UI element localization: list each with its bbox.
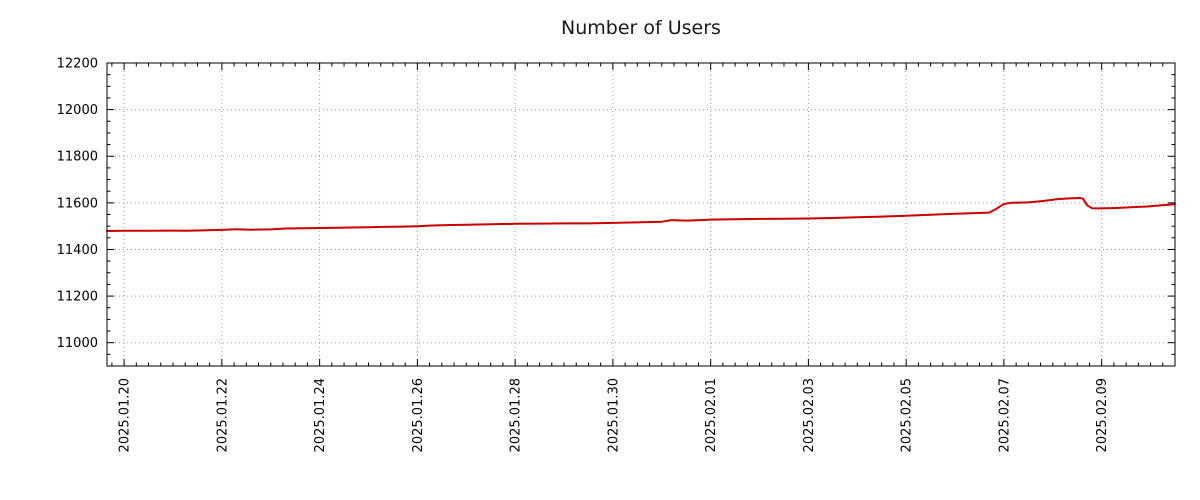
x-tick-label: 2025.01.28 bbox=[509, 378, 524, 452]
x-tick-label: 2025.02.05 bbox=[900, 378, 915, 452]
x-tick-label: 2025.01.30 bbox=[606, 378, 621, 452]
x-tick-label: 2025.01.22 bbox=[215, 378, 230, 452]
x-tick-label: 2025.02.03 bbox=[802, 378, 817, 452]
series-line bbox=[106, 197, 1176, 232]
x-tick-label: 2025.02.01 bbox=[704, 378, 719, 452]
plot-border bbox=[106, 62, 1176, 367]
x-tick-label: 2025.01.20 bbox=[118, 378, 133, 452]
x-tick-label: 2025.02.07 bbox=[997, 378, 1012, 452]
chart-title: Number of Users bbox=[561, 17, 721, 39]
y-tick-label: 11000 bbox=[57, 336, 98, 351]
x-tick-label: 2025.01.26 bbox=[411, 378, 426, 452]
x-tick-label: 2025.02.09 bbox=[1095, 378, 1110, 452]
y-tick-label: 12000 bbox=[57, 103, 98, 118]
y-tick-label: 11800 bbox=[57, 150, 98, 165]
x-tick-label: 2025.01.24 bbox=[313, 378, 328, 452]
y-tick-label: 11400 bbox=[57, 243, 98, 258]
y-tick-label: 12200 bbox=[57, 57, 98, 72]
y-tick-label: 11600 bbox=[57, 196, 98, 211]
y-tick-label: 11200 bbox=[57, 290, 98, 305]
